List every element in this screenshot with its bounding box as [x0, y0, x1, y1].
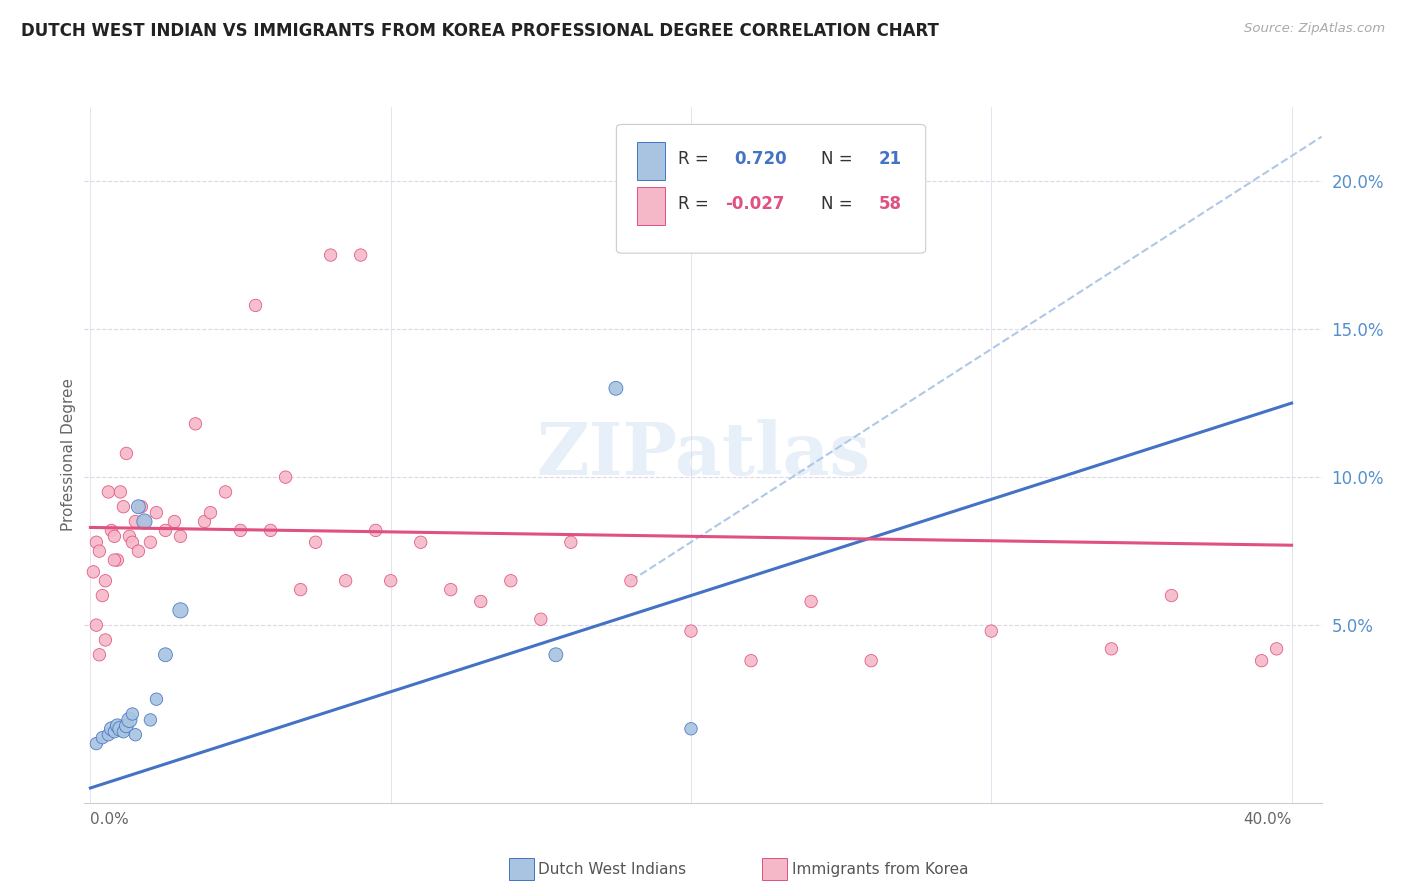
Bar [637, 142, 665, 180]
Point [127, 544, 149, 558]
Point [134, 515, 156, 529]
Point [124, 728, 146, 742]
Point [245, 298, 267, 312]
Point [679, 624, 702, 638]
Point [155, 648, 177, 662]
Text: 0.720: 0.720 [734, 150, 786, 169]
Point [259, 524, 281, 538]
Point [169, 603, 191, 617]
Point [163, 515, 186, 529]
Point [350, 248, 373, 262]
Point [100, 722, 122, 736]
Point [89, 648, 111, 662]
Text: 0.0%: 0.0% [90, 812, 129, 827]
Y-axis label: Professional Degree: Professional Degree [60, 378, 76, 532]
Point [121, 706, 143, 721]
Text: N =: N = [821, 195, 858, 213]
Point [193, 515, 215, 529]
Text: Source: ZipAtlas.com: Source: ZipAtlas.com [1244, 22, 1385, 36]
Point [499, 574, 522, 588]
Point [115, 446, 138, 460]
Point [229, 524, 252, 538]
Point [620, 574, 643, 588]
FancyBboxPatch shape [616, 125, 925, 253]
Point [335, 574, 357, 588]
Point [155, 524, 177, 538]
Point [560, 535, 582, 549]
Point [1099, 641, 1122, 656]
Point [105, 553, 128, 567]
Text: DUTCH WEST INDIAN VS IMMIGRANTS FROM KOREA PROFESSIONAL DEGREE CORRELATION CHART: DUTCH WEST INDIAN VS IMMIGRANTS FROM KOR… [21, 22, 939, 40]
Point [605, 381, 627, 395]
Point [124, 515, 146, 529]
Point [110, 722, 132, 736]
Point [290, 582, 312, 597]
Point [145, 692, 167, 706]
Point [86, 535, 108, 549]
Point [380, 574, 402, 588]
Text: N =: N = [821, 150, 858, 169]
Point [82, 565, 104, 579]
Point [800, 594, 823, 608]
Point [1265, 641, 1288, 656]
Text: Dutch West Indians: Dutch West Indians [538, 863, 686, 877]
Point [103, 529, 125, 543]
Point [115, 719, 138, 733]
Text: Immigrants from Korea: Immigrants from Korea [792, 863, 969, 877]
Point [100, 524, 122, 538]
Point [740, 654, 762, 668]
Point [91, 731, 114, 745]
Point [1250, 654, 1272, 668]
Text: R =: R = [678, 150, 714, 169]
Point [409, 535, 432, 549]
Point [112, 724, 135, 739]
Text: 21: 21 [879, 150, 901, 169]
Point [470, 594, 492, 608]
Point [145, 506, 167, 520]
Text: 58: 58 [879, 195, 901, 213]
Point [139, 535, 162, 549]
Point [118, 529, 141, 543]
Point [121, 535, 143, 549]
Point [103, 553, 125, 567]
Text: ZIPatlas: ZIPatlas [536, 419, 870, 491]
Point [139, 713, 162, 727]
Point [103, 724, 125, 739]
Point [679, 722, 702, 736]
Bar [637, 187, 665, 226]
Text: -0.027: -0.027 [725, 195, 785, 213]
Point [980, 624, 1002, 638]
Point [105, 719, 128, 733]
Point [97, 728, 120, 742]
Point [89, 544, 111, 558]
Point [184, 417, 207, 431]
Point [304, 535, 326, 549]
Point [94, 632, 117, 647]
Point [440, 582, 463, 597]
Point [860, 654, 883, 668]
Point [110, 484, 132, 499]
Point [544, 648, 567, 662]
Point [91, 589, 114, 603]
Point [94, 574, 117, 588]
Point [86, 618, 108, 632]
Point [200, 506, 222, 520]
Point [364, 524, 387, 538]
Point [530, 612, 553, 626]
Text: 40.0%: 40.0% [1243, 812, 1292, 827]
Text: R =: R = [678, 195, 714, 213]
Point [127, 500, 149, 514]
Point [131, 500, 153, 514]
Point [169, 529, 191, 543]
Point [134, 515, 156, 529]
Point [112, 500, 135, 514]
Point [214, 484, 236, 499]
Point [118, 713, 141, 727]
Point [319, 248, 342, 262]
Point [1160, 589, 1182, 603]
Point [274, 470, 297, 484]
Point [86, 737, 108, 751]
Point [97, 484, 120, 499]
